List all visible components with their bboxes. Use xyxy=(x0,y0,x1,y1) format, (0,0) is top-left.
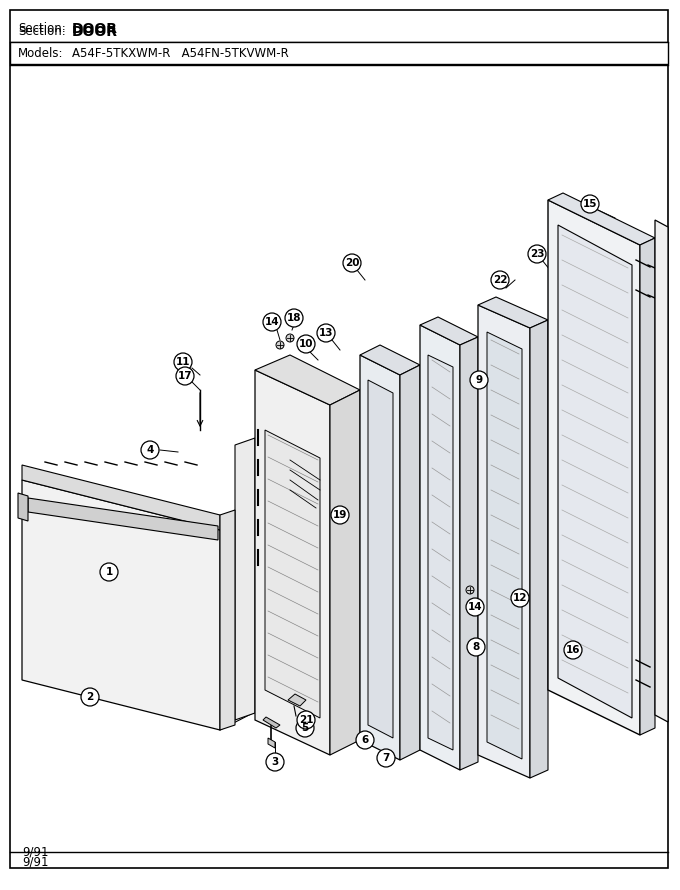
Polygon shape xyxy=(655,220,668,722)
Text: 9: 9 xyxy=(475,375,483,385)
Polygon shape xyxy=(428,355,453,750)
Polygon shape xyxy=(478,297,548,328)
Circle shape xyxy=(377,749,395,767)
Circle shape xyxy=(466,598,484,616)
Text: 15: 15 xyxy=(583,199,597,209)
Text: 14: 14 xyxy=(265,317,279,327)
Circle shape xyxy=(286,334,294,342)
Polygon shape xyxy=(255,370,330,755)
Circle shape xyxy=(331,506,349,524)
Circle shape xyxy=(176,367,194,385)
Polygon shape xyxy=(268,738,275,748)
Text: 18: 18 xyxy=(287,313,301,323)
Polygon shape xyxy=(28,498,218,540)
Polygon shape xyxy=(18,493,28,521)
Polygon shape xyxy=(530,320,548,778)
Polygon shape xyxy=(22,465,220,530)
Text: Section:: Section: xyxy=(18,22,66,35)
Text: A54F-5TKXWM-R   A54FN-5TKVWM-R: A54F-5TKXWM-R A54FN-5TKVWM-R xyxy=(72,50,289,62)
Text: 22: 22 xyxy=(493,275,507,285)
Circle shape xyxy=(356,731,374,749)
Text: 5: 5 xyxy=(301,723,309,733)
Text: 8: 8 xyxy=(473,642,479,652)
Circle shape xyxy=(297,335,315,353)
Polygon shape xyxy=(22,480,220,730)
Circle shape xyxy=(581,195,599,213)
Polygon shape xyxy=(478,305,530,778)
Circle shape xyxy=(285,309,303,327)
Polygon shape xyxy=(220,510,235,730)
Text: 10: 10 xyxy=(299,339,313,349)
Text: Section:: Section: xyxy=(18,25,66,38)
Circle shape xyxy=(467,638,485,656)
Text: 4: 4 xyxy=(146,445,154,455)
Polygon shape xyxy=(263,717,280,728)
Polygon shape xyxy=(460,337,478,770)
Circle shape xyxy=(100,563,118,581)
Polygon shape xyxy=(360,355,400,760)
Circle shape xyxy=(466,586,474,594)
Polygon shape xyxy=(265,430,320,718)
Text: 13: 13 xyxy=(319,328,333,338)
Text: 21: 21 xyxy=(299,715,313,725)
Text: Models:: Models: xyxy=(18,46,63,60)
Circle shape xyxy=(141,441,159,459)
Text: Models:: Models: xyxy=(18,50,63,62)
Polygon shape xyxy=(235,438,255,720)
Text: 16: 16 xyxy=(566,645,580,655)
Text: 14: 14 xyxy=(468,602,482,612)
Text: 23: 23 xyxy=(530,249,544,259)
Polygon shape xyxy=(400,365,420,760)
Polygon shape xyxy=(330,390,360,755)
Text: 11: 11 xyxy=(175,357,190,367)
Text: A54F-5TKXWM-R   A54FN-5TKVWM-R: A54F-5TKXWM-R A54FN-5TKVWM-R xyxy=(72,46,289,60)
Circle shape xyxy=(297,711,315,729)
Text: 12: 12 xyxy=(513,593,527,603)
Text: DOOR: DOOR xyxy=(72,22,118,36)
Circle shape xyxy=(276,341,284,349)
Text: 9/91: 9/91 xyxy=(22,845,48,858)
Circle shape xyxy=(528,245,546,263)
Polygon shape xyxy=(640,238,655,735)
Circle shape xyxy=(266,753,284,771)
Text: 9/91: 9/91 xyxy=(22,855,48,869)
Polygon shape xyxy=(548,193,655,245)
Polygon shape xyxy=(288,694,306,706)
Circle shape xyxy=(511,589,529,607)
Text: 6: 6 xyxy=(361,735,369,745)
Polygon shape xyxy=(368,380,393,738)
Circle shape xyxy=(343,254,361,272)
Text: 19: 19 xyxy=(333,510,347,520)
Polygon shape xyxy=(360,345,420,375)
Polygon shape xyxy=(548,200,640,735)
Text: 7: 7 xyxy=(382,753,390,763)
Polygon shape xyxy=(420,317,478,345)
Polygon shape xyxy=(558,225,632,718)
Polygon shape xyxy=(255,355,360,405)
Text: 1: 1 xyxy=(105,567,113,577)
Circle shape xyxy=(296,719,314,737)
Polygon shape xyxy=(420,325,460,770)
Circle shape xyxy=(470,371,488,389)
Text: 17: 17 xyxy=(177,371,192,381)
Circle shape xyxy=(174,353,192,371)
Polygon shape xyxy=(487,332,522,759)
Circle shape xyxy=(564,641,582,659)
Bar xyxy=(10,42,668,64)
Circle shape xyxy=(263,313,281,331)
Text: 3: 3 xyxy=(271,757,279,767)
Text: DOOR: DOOR xyxy=(72,25,118,39)
Circle shape xyxy=(317,324,335,342)
Circle shape xyxy=(81,688,99,706)
Text: 2: 2 xyxy=(86,692,94,702)
Circle shape xyxy=(491,271,509,289)
Text: 20: 20 xyxy=(345,258,359,268)
